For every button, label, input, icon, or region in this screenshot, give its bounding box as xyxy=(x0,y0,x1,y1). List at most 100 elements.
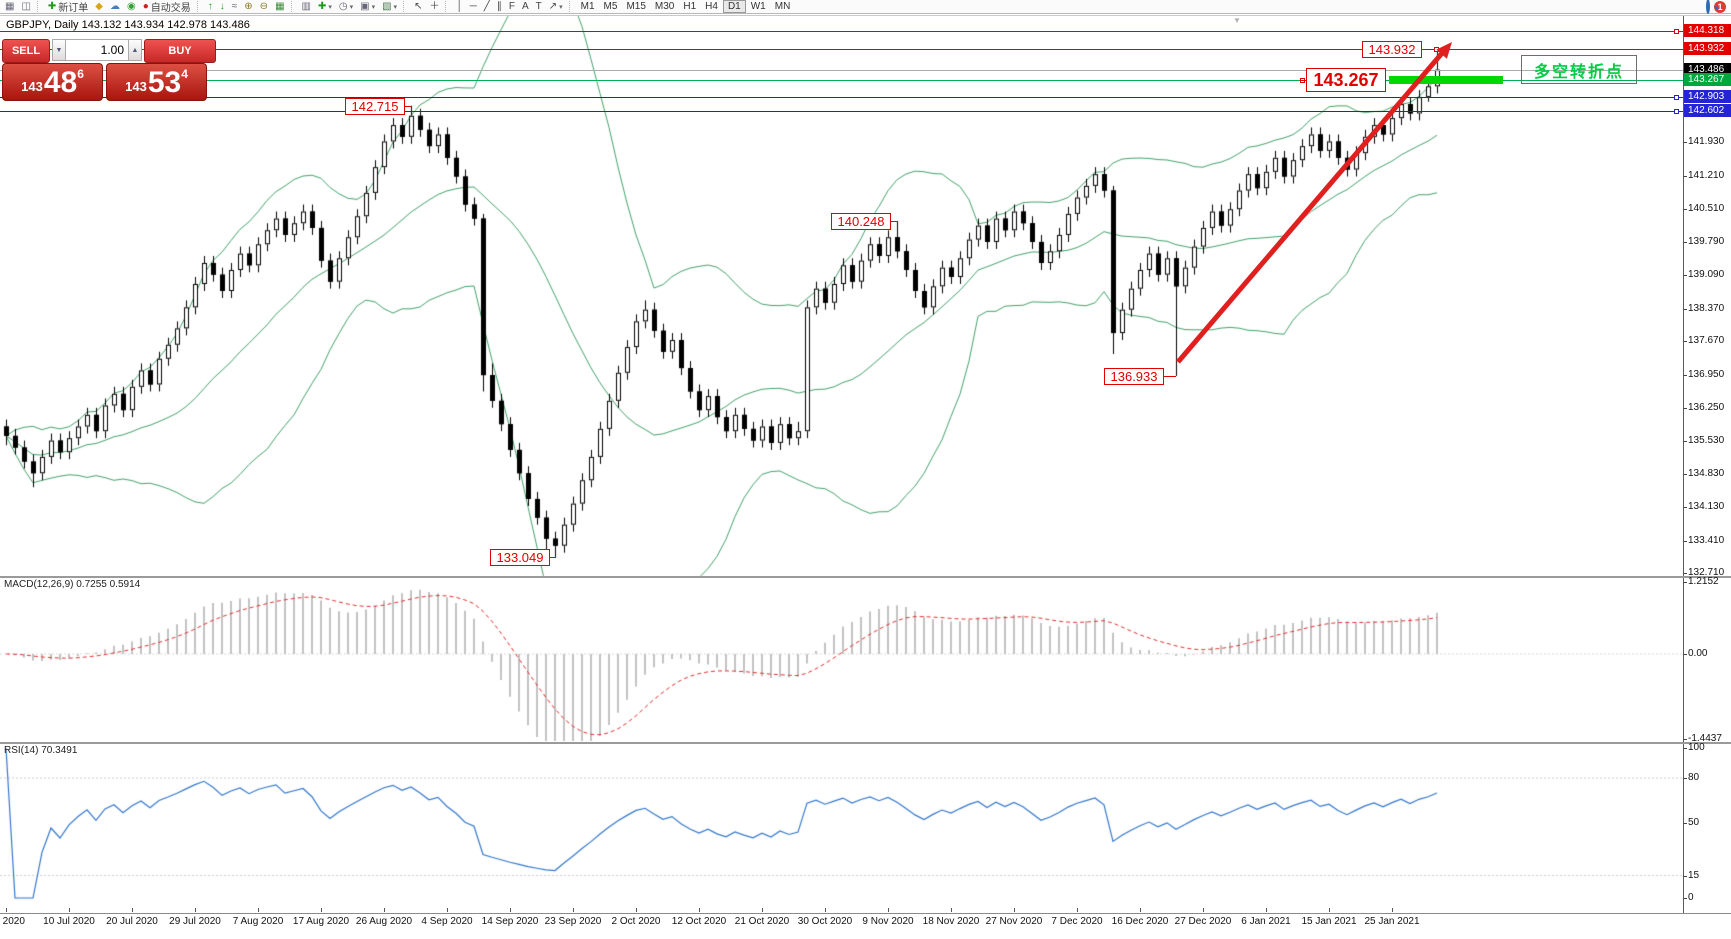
timeframe-button-h4[interactable]: H4 xyxy=(705,1,718,12)
y-axis-tick xyxy=(1683,308,1687,310)
chart-style-icon: ▣ xyxy=(360,1,370,12)
line-handle[interactable] xyxy=(1674,95,1679,100)
chart-window-button[interactable]: ▦ xyxy=(2,0,17,13)
sell-button[interactable]: SELL xyxy=(2,39,50,63)
indicator-up-button[interactable]: ↑ xyxy=(205,0,216,13)
rsi-axis-tick xyxy=(1683,748,1687,749)
x-axis-label: 16 Dec 2020 xyxy=(1111,916,1169,927)
gold-button[interactable]: ◆ xyxy=(92,0,106,13)
y-axis-label: 134.830 xyxy=(1688,468,1725,480)
x-axis-tick xyxy=(1140,908,1141,912)
sell-price-sup: 6 xyxy=(77,67,84,81)
x-axis-label: 2 Oct 2020 xyxy=(611,916,661,927)
autotrading-icon: ● xyxy=(142,1,149,12)
price-annotation-143.932[interactable]: 143.932 xyxy=(1362,41,1422,58)
price-annotation-133.049[interactable]: 133.049 xyxy=(490,549,550,566)
cursor-button[interactable]: ↖ xyxy=(411,0,425,13)
x-axis-tick xyxy=(762,908,763,912)
horizontal-line-143.486[interactable] xyxy=(0,70,1683,71)
oscillator-button[interactable]: ≈ xyxy=(229,0,241,13)
horizontal-line-143.932[interactable] xyxy=(0,49,1683,50)
chevron-down-icon: ▾ xyxy=(393,3,398,11)
volume-decrease-button[interactable]: ▼ xyxy=(52,39,66,61)
fibonacci-icon: F xyxy=(508,1,515,12)
rsi-indicator-label: RSI(14) 70.3491 xyxy=(4,745,78,756)
zoom-in-button[interactable]: ⊕ xyxy=(241,0,255,13)
add-indicator-button[interactable]: ✚ ▾ xyxy=(315,0,335,13)
buy-price-display[interactable]: 143 53 4 xyxy=(106,63,207,101)
macd-axis-label: 0.00 xyxy=(1688,648,1708,659)
community-button[interactable]: ☁ xyxy=(107,0,123,13)
price-annotation-143.267[interactable]: 143.267 xyxy=(1306,68,1386,92)
buy-button[interactable]: BUY xyxy=(144,39,216,63)
volume-input[interactable]: 1.00 xyxy=(66,39,128,61)
y-axis-label: 136.250 xyxy=(1688,401,1725,413)
price-annotation-142.715[interactable]: 142.715 xyxy=(345,98,405,115)
rsi-axis-label: 100 xyxy=(1688,742,1705,753)
text-label-button[interactable]: T xyxy=(533,0,545,13)
current-price-axis-badge: 143.486 xyxy=(1684,63,1731,76)
x-axis-label: 23 Sep 2020 xyxy=(544,916,602,927)
horizontal-line-142.903[interactable] xyxy=(0,97,1683,98)
trendline-button[interactable]: ╱ xyxy=(481,0,493,13)
autotrading-button[interactable]: ● 自动交易 xyxy=(140,0,194,14)
cascade-button[interactable]: ▥ xyxy=(299,0,314,13)
rsi-pane-separator[interactable] xyxy=(0,742,1731,744)
signals-button[interactable]: ◉ xyxy=(124,0,139,13)
timeframe-button-m15[interactable]: M15 xyxy=(626,1,646,12)
x-axis-label: 20 Jul 2020 xyxy=(106,916,158,927)
autotrading-label: 自动交易 xyxy=(150,3,191,14)
indicator-down-button[interactable]: ↓ xyxy=(217,0,228,13)
horizontal-line-143.267[interactable] xyxy=(0,80,1683,81)
annotation-text: 多空转折点 xyxy=(1533,63,1624,81)
macd-axis-label: 1.2152 xyxy=(1688,576,1719,588)
channel-button[interactable]: ∥ xyxy=(494,0,505,13)
timeframe-button-d1[interactable]: D1 xyxy=(722,0,746,13)
line-handle[interactable] xyxy=(1674,109,1679,114)
sell-price-display[interactable]: 143 48 6 xyxy=(2,63,103,101)
x-axis-tick xyxy=(699,908,700,912)
line-handle[interactable] xyxy=(1434,47,1439,52)
x-axis-tick xyxy=(321,908,322,912)
horizontal-line-142.602[interactable] xyxy=(0,111,1683,112)
horizontal-line-144.318[interactable] xyxy=(0,31,1683,32)
y-axis-tick xyxy=(1683,341,1687,343)
volume-increase-button[interactable]: ▲ xyxy=(128,39,142,61)
chart-shift-marker-icon[interactable]: ▼ xyxy=(1233,16,1241,25)
macd-pane-separator[interactable] xyxy=(0,576,1731,578)
market-watch-button[interactable]: ◫ xyxy=(18,0,33,13)
text-button[interactable]: A xyxy=(519,0,532,13)
vertical-line-button[interactable]: │ xyxy=(453,0,465,13)
price-annotation-136.933[interactable]: 136.933 xyxy=(1104,368,1164,385)
new-order-button[interactable]: ✚ 新订单 xyxy=(45,0,91,14)
period-button[interactable]: ◷ ▾ xyxy=(336,0,356,13)
timeframe-button-m5[interactable]: M5 xyxy=(603,1,618,12)
crosshair-button[interactable]: ＋ xyxy=(426,0,442,13)
toolbar-separator xyxy=(290,1,296,12)
template-button[interactable]: ▧ ▾ xyxy=(379,0,400,13)
rsi-axis-tick xyxy=(1683,823,1687,824)
timeframe-button-w1[interactable]: W1 xyxy=(750,1,766,12)
price-annotation-140.248[interactable]: 140.248 xyxy=(831,213,891,230)
channel-icon: ∥ xyxy=(496,1,502,12)
tile-windows-button[interactable]: ▦ xyxy=(272,0,287,13)
chart-style-button[interactable]: ▣ ▾ xyxy=(357,0,378,13)
line-handle[interactable] xyxy=(1674,29,1679,34)
timeframe-button-m1[interactable]: M1 xyxy=(580,1,595,12)
annotation-text-box[interactable]: 多空转折点 xyxy=(1521,55,1637,84)
price-axis-badge: 143.267 xyxy=(1684,73,1731,86)
zoom-out-button[interactable]: ⊖ xyxy=(257,0,271,13)
timeframe-button-mn[interactable]: MN xyxy=(774,1,791,12)
y-axis-tick xyxy=(1683,242,1687,244)
arrows-button[interactable]: ↗ ▾ xyxy=(546,0,566,13)
timeframe-button-m30[interactable]: M30 xyxy=(654,1,675,12)
fibonacci-button[interactable]: F xyxy=(506,0,518,13)
green-highlight-bar[interactable] xyxy=(1389,76,1503,84)
zoom-in-icon: ⊕ xyxy=(244,1,253,12)
horizontal-line-button[interactable]: ─ xyxy=(467,0,480,13)
y-axis-label: 141.210 xyxy=(1688,170,1725,182)
search-button[interactable] xyxy=(1706,0,1710,14)
timeframe-button-h1[interactable]: H1 xyxy=(683,1,697,12)
x-axis-label: 18 Nov 2020 xyxy=(922,916,980,927)
